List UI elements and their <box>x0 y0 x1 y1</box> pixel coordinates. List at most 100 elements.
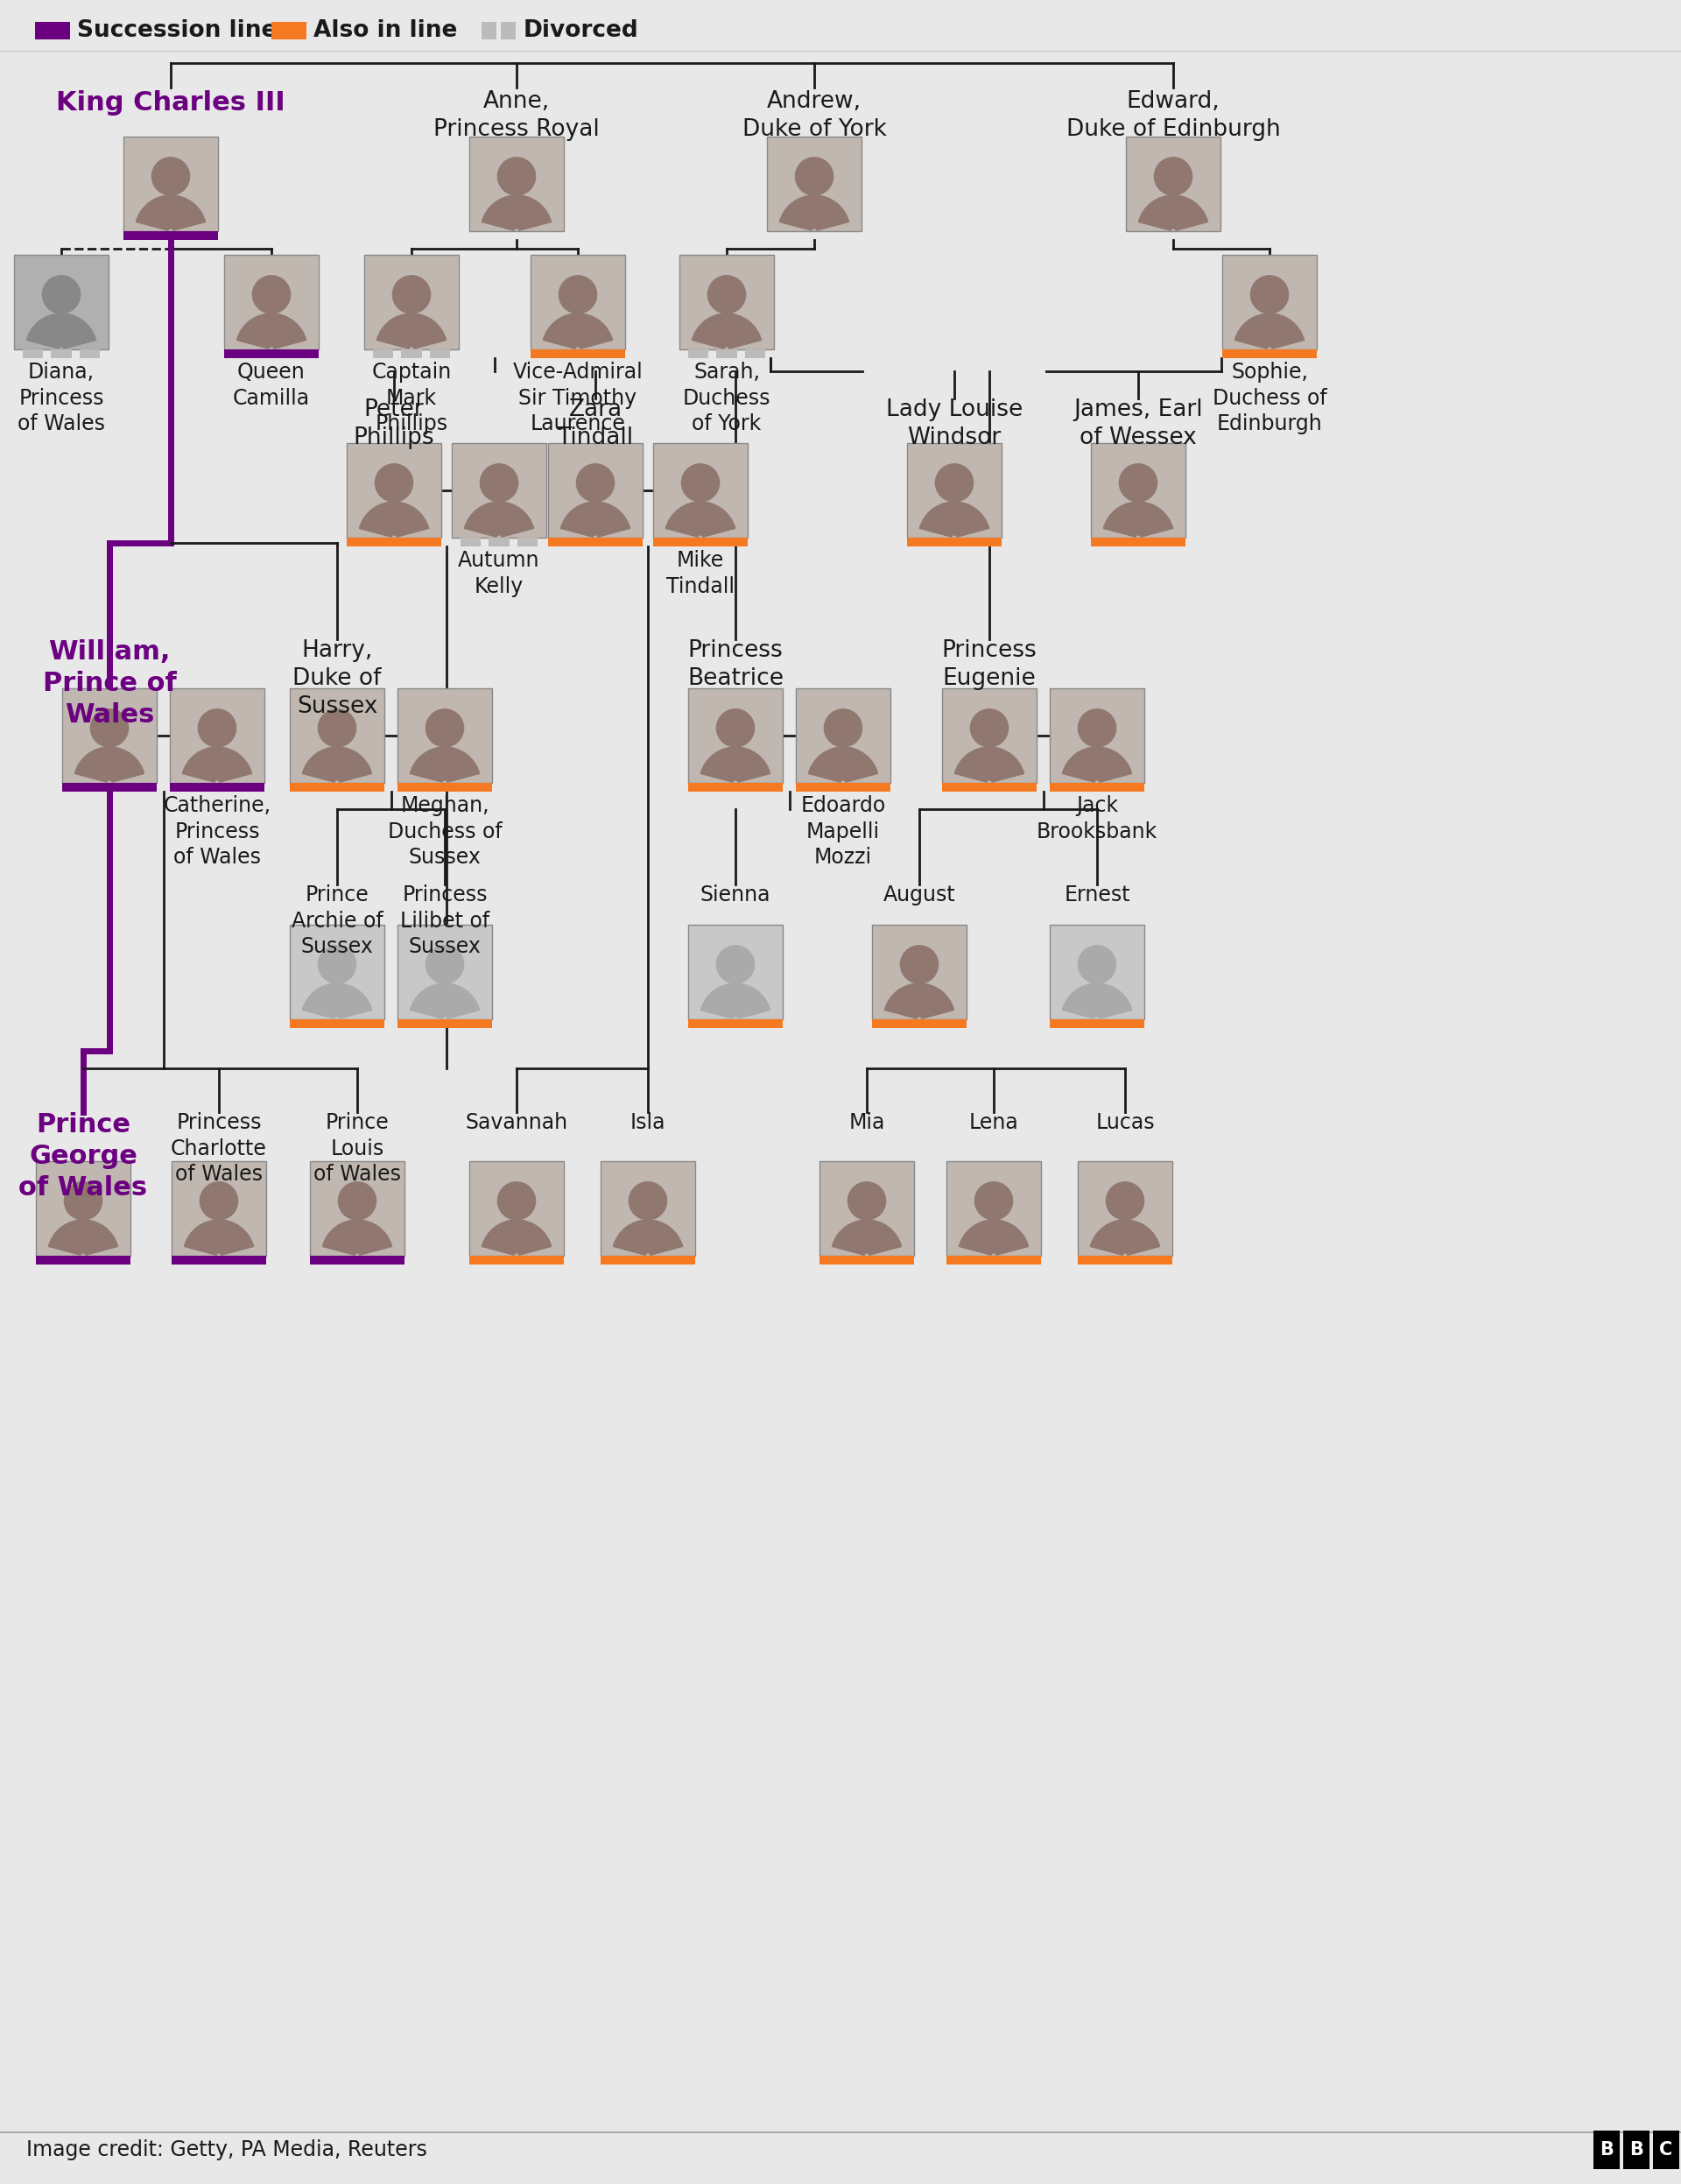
Circle shape <box>795 157 834 194</box>
Wedge shape <box>410 747 479 782</box>
Bar <box>171 1256 266 1265</box>
Bar <box>224 349 319 358</box>
Text: August: August <box>883 885 955 906</box>
Circle shape <box>716 946 755 983</box>
Text: Also in line: Also in line <box>313 20 457 41</box>
Text: Anne,
Princess Royal: Anne, Princess Royal <box>434 90 600 142</box>
Bar <box>1222 256 1316 349</box>
Bar <box>908 443 1002 537</box>
Wedge shape <box>1236 314 1304 349</box>
Bar <box>1091 443 1185 537</box>
Bar <box>872 924 967 1020</box>
Bar <box>518 537 538 546</box>
Text: C: C <box>1659 2140 1673 2158</box>
Bar <box>22 349 44 358</box>
Text: William,
Prince of
Wales: William, Prince of Wales <box>42 640 177 727</box>
Circle shape <box>901 946 938 983</box>
Bar <box>1091 537 1185 546</box>
Bar <box>13 256 109 349</box>
Circle shape <box>498 1182 536 1221</box>
Circle shape <box>252 275 291 314</box>
Bar <box>548 443 642 537</box>
Text: B: B <box>1629 2140 1644 2158</box>
Circle shape <box>151 157 190 194</box>
Text: Meghan,
Duchess of
Sussex: Meghan, Duchess of Sussex <box>388 795 503 869</box>
Wedge shape <box>303 983 372 1018</box>
Bar <box>271 22 306 39</box>
Wedge shape <box>360 502 429 537</box>
Circle shape <box>64 1182 103 1221</box>
Bar <box>1049 1020 1145 1029</box>
Bar <box>688 349 709 358</box>
Bar <box>289 782 385 791</box>
Circle shape <box>708 275 746 314</box>
Text: Mike
Tindall: Mike Tindall <box>666 550 735 596</box>
Wedge shape <box>410 983 479 1018</box>
Text: Sarah,
Duchess
of York: Sarah, Duchess of York <box>682 363 770 435</box>
Bar <box>50 349 72 358</box>
Text: Savannah: Savannah <box>466 1112 568 1133</box>
Circle shape <box>481 463 518 502</box>
Bar <box>1126 138 1220 232</box>
Circle shape <box>318 710 356 747</box>
Text: Sophie,
Duchess of
Edinburgh: Sophie, Duchess of Edinburgh <box>1212 363 1326 435</box>
Text: Edoardo
Mapelli
Mozzi: Edoardo Mapelli Mozzi <box>800 795 886 869</box>
Wedge shape <box>1062 983 1131 1018</box>
Bar <box>716 349 736 358</box>
Bar <box>481 22 496 39</box>
Bar <box>946 1162 1041 1256</box>
Text: Isla: Isla <box>630 1112 666 1133</box>
Circle shape <box>393 275 430 314</box>
Wedge shape <box>49 1221 118 1256</box>
Text: Jack
Brooksbank: Jack Brooksbank <box>1037 795 1158 843</box>
Bar <box>397 688 493 782</box>
Text: Mia: Mia <box>849 1112 884 1133</box>
Bar <box>62 782 156 791</box>
Bar <box>289 924 385 1020</box>
Wedge shape <box>237 314 306 349</box>
Bar <box>402 349 422 358</box>
Circle shape <box>847 1182 886 1221</box>
Circle shape <box>935 463 973 502</box>
Circle shape <box>42 275 81 314</box>
Wedge shape <box>464 502 535 537</box>
Bar <box>946 1256 1041 1265</box>
Wedge shape <box>666 502 735 537</box>
Bar <box>346 443 440 537</box>
Bar <box>1049 688 1145 782</box>
Text: Prince
George
of Wales: Prince George of Wales <box>18 1112 148 1201</box>
Bar <box>688 782 783 791</box>
Wedge shape <box>809 747 877 782</box>
Bar <box>429 349 451 358</box>
Text: Princess
Beatrice: Princess Beatrice <box>688 640 783 690</box>
Wedge shape <box>1103 502 1173 537</box>
Bar <box>35 1256 131 1265</box>
Wedge shape <box>920 502 988 537</box>
Text: Vice-Admiral
Sir Timothy
Laurence: Vice-Admiral Sir Timothy Laurence <box>513 363 642 435</box>
Text: Peter
Phillips: Peter Phillips <box>353 397 434 450</box>
Bar <box>1222 349 1316 358</box>
Bar <box>654 537 748 546</box>
Wedge shape <box>136 194 205 232</box>
Wedge shape <box>27 314 96 349</box>
Bar <box>908 537 1002 546</box>
Wedge shape <box>955 747 1024 782</box>
Text: Princess
Charlotte
of Wales: Princess Charlotte of Wales <box>171 1112 267 1186</box>
Circle shape <box>198 710 235 747</box>
Circle shape <box>498 157 536 194</box>
Bar <box>600 1256 696 1265</box>
Bar <box>820 1162 914 1256</box>
Bar <box>1078 1162 1172 1256</box>
Bar <box>1594 2132 1620 2169</box>
Wedge shape <box>183 747 252 782</box>
Circle shape <box>1078 946 1116 983</box>
Bar <box>79 349 101 358</box>
Bar <box>654 443 748 537</box>
Circle shape <box>338 1182 377 1221</box>
Circle shape <box>558 275 597 314</box>
Bar <box>170 688 264 782</box>
Circle shape <box>318 946 356 983</box>
Circle shape <box>1155 157 1192 194</box>
Bar <box>461 537 481 546</box>
Circle shape <box>91 710 128 747</box>
